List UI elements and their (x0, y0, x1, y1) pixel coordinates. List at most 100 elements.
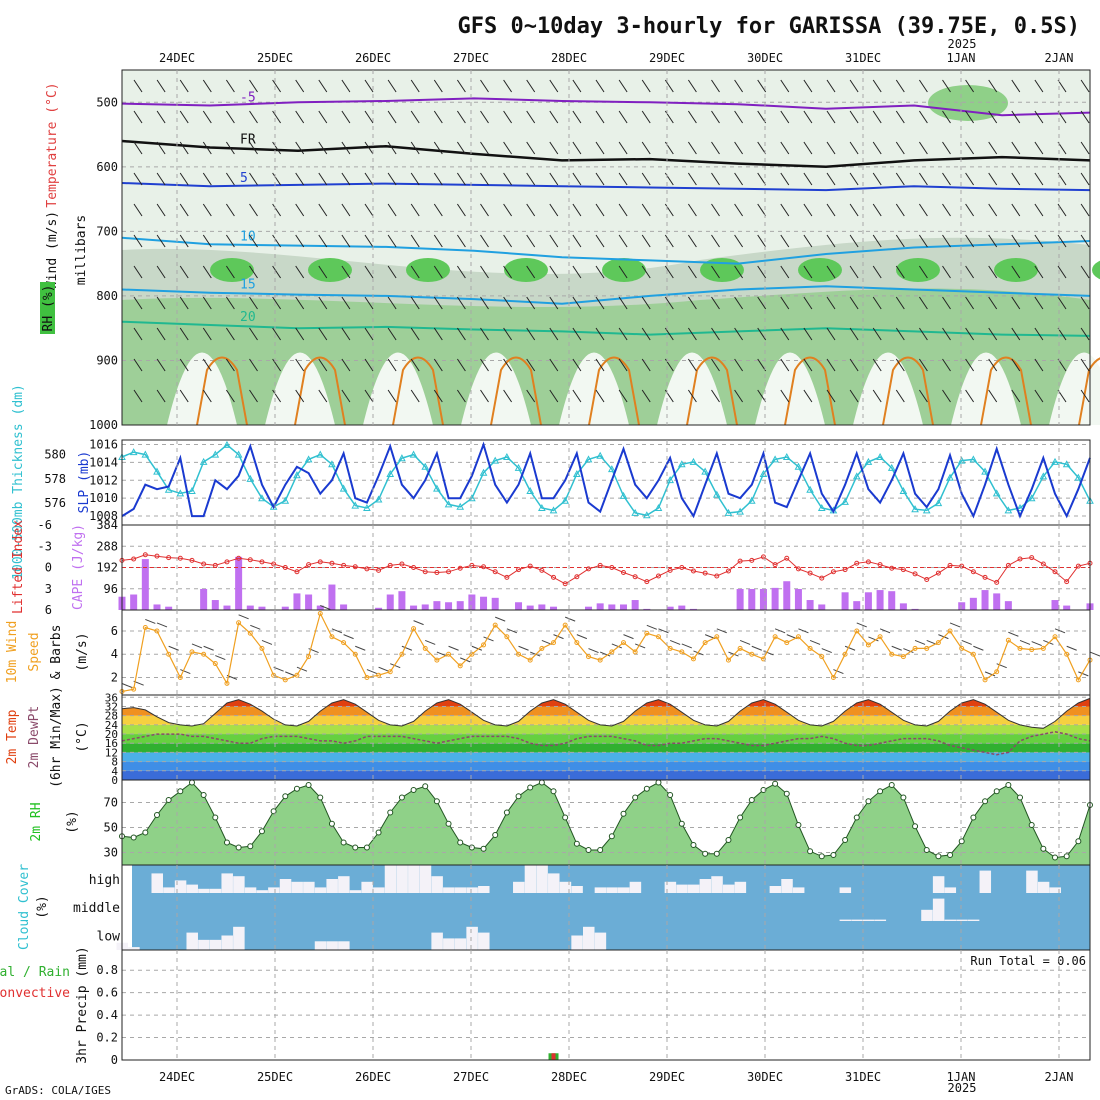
cloud-bar-low (209, 939, 222, 950)
wind-barb-10m (553, 634, 564, 640)
wind-barb-10m (903, 648, 914, 654)
wind-barb (318, 79, 328, 93)
rh-point (725, 837, 732, 843)
wind-barb (734, 234, 744, 248)
precip-title-conv: Convective (0, 986, 70, 1001)
date-label-top: 27DEC (453, 51, 489, 65)
li-tick-label: -6 (38, 518, 52, 532)
thickness-point (153, 467, 161, 475)
wind-barb (272, 358, 282, 372)
wind-barb-10m (938, 634, 949, 640)
wind-speed-point (411, 626, 417, 632)
li-point (539, 567, 545, 573)
wind-barb (133, 79, 143, 93)
temp-tick-label: 8 (111, 756, 118, 769)
wind-barb (249, 296, 258, 310)
li-point (597, 562, 603, 568)
rh-patch-upper (928, 85, 1008, 121)
wind-barb (895, 203, 905, 217)
rh-patch-wet (406, 258, 450, 282)
thickness-point (468, 494, 476, 502)
li-point (189, 557, 195, 563)
wind-barb (872, 265, 882, 279)
rh-patch-wet (798, 258, 842, 282)
rh-point (562, 814, 569, 821)
wind-speed-point (434, 657, 440, 663)
dry-plume (363, 352, 433, 425)
wind-barb (1011, 203, 1021, 217)
wind-barb (734, 203, 744, 217)
wind-barb (641, 141, 651, 155)
wind-barb (826, 265, 836, 279)
wind-speed-point (469, 651, 475, 657)
precip-title-total: Total / Rain (0, 965, 70, 980)
date-label-bottom: 24DEC (159, 1070, 195, 1084)
wind-barb (1080, 110, 1090, 124)
li-point (982, 574, 988, 580)
cape-bar (666, 606, 674, 610)
wind-barb (988, 265, 998, 279)
wind-barb (988, 358, 998, 372)
thickness-point (981, 467, 989, 475)
wind-barb (503, 358, 513, 372)
wind-barb (549, 79, 559, 93)
cape-bar (794, 588, 802, 610)
run-total-label: Run Total = 0.06 (970, 954, 1086, 968)
wind-barb (757, 234, 767, 248)
wind-barb (734, 141, 744, 155)
cloud-bar-low (583, 926, 595, 950)
cloud-bar-low (338, 941, 350, 950)
wind-barb-10m (669, 639, 681, 645)
rh-point (678, 820, 685, 827)
cape-bar (281, 606, 289, 610)
li-point (329, 560, 335, 566)
cloud-bar-middle (839, 919, 852, 921)
wind-barb (295, 203, 305, 217)
cloud-bar-high (291, 881, 303, 893)
cloud-bar-high (443, 887, 455, 893)
wind-barb (503, 203, 513, 217)
wind-barb (1057, 265, 1067, 279)
thickness-point (479, 468, 488, 476)
thickness-point (1004, 506, 1013, 514)
rh-point (620, 810, 627, 817)
rh-point (1005, 782, 1012, 788)
thickness-point (899, 486, 908, 494)
wind-barb-10m (518, 645, 529, 651)
wind-barb-10m (868, 636, 879, 642)
wind-barb (295, 327, 305, 341)
wind-barb (641, 296, 651, 310)
wind-barb (572, 358, 582, 372)
wind-barb-10m (856, 622, 867, 628)
li-point (889, 565, 895, 571)
wind-barb (595, 296, 605, 310)
contour-label: 5 (240, 171, 248, 186)
wind-barb-10m (448, 645, 459, 651)
dewpoint-line (121, 731, 1091, 756)
wind-barb-10m (1031, 641, 1042, 647)
temp-color-band (122, 724, 1090, 735)
wind-barb (918, 327, 928, 341)
year-label-bottom: 2025 (948, 1081, 977, 1095)
cape-bar (864, 592, 872, 610)
wind-speed-point (994, 669, 1000, 675)
cloud-bar-high (478, 886, 490, 893)
wind-barb (410, 79, 420, 93)
wind-barb (456, 358, 466, 372)
cloud-bar-high (256, 890, 268, 893)
li-point (702, 570, 708, 576)
temp-tick-label: 36 (105, 691, 118, 704)
li-point (970, 569, 976, 575)
wind-barb (572, 110, 582, 124)
wind-barb (595, 265, 605, 279)
temp-color-band (122, 698, 1090, 707)
wind-barb-10m (611, 643, 623, 649)
wind-barb (156, 79, 166, 93)
li-point (609, 565, 615, 570)
wind-barb (225, 172, 235, 186)
cloud-bar-high (548, 873, 560, 893)
rh-point (608, 833, 615, 840)
wind-speed-point (189, 649, 195, 655)
wind-barb (872, 296, 882, 310)
cape-tick-label: 288 (96, 539, 118, 553)
